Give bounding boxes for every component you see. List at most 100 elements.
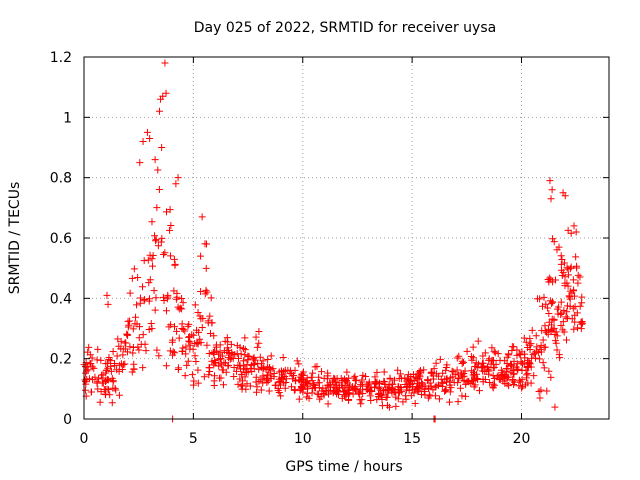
data-point: [550, 324, 558, 332]
data-point: [536, 394, 544, 402]
data-point: [559, 318, 567, 326]
data-point: [479, 352, 487, 360]
data-point: [470, 383, 478, 391]
data-point: [464, 377, 472, 385]
data-point: [563, 314, 571, 322]
data-point: [420, 366, 428, 374]
data-point: [448, 367, 456, 375]
data-point: [308, 377, 316, 385]
data-point: [203, 240, 210, 248]
data-point: [146, 134, 154, 142]
data-point: [202, 264, 210, 272]
data-point: [425, 391, 433, 399]
data-point: [157, 95, 165, 103]
data-point: [260, 374, 268, 382]
y-axis-label: SRMTID / TECUs: [7, 182, 23, 295]
data-point: [125, 321, 133, 329]
data-point: [409, 383, 417, 391]
data-point: [264, 371, 272, 379]
data-point: [204, 319, 212, 327]
data-point: [130, 360, 138, 368]
data-point: [237, 350, 245, 358]
data-point: [546, 274, 554, 282]
data-point: [267, 352, 275, 360]
data-point: [460, 358, 468, 366]
data-point: [504, 365, 512, 373]
data-point: [402, 386, 410, 394]
data-point: [533, 295, 541, 303]
data-point: [324, 383, 332, 391]
data-point: [154, 166, 162, 174]
data-point: [443, 361, 451, 369]
data-point: [196, 335, 204, 343]
data-point: [570, 325, 578, 333]
data-point: [164, 291, 172, 299]
data-point: [432, 382, 440, 390]
data-point: [351, 386, 359, 394]
data-point: [421, 382, 429, 390]
data-point: [230, 364, 238, 372]
data-point: [255, 339, 263, 347]
data-point: [490, 381, 498, 389]
x-tick-label: 10: [294, 431, 312, 447]
data-point: [410, 370, 418, 378]
data-point: [381, 381, 389, 389]
data-point: [529, 350, 537, 358]
data-point: [411, 399, 419, 407]
data-point: [237, 382, 245, 390]
data-point: [107, 362, 115, 370]
data-point: [524, 370, 532, 378]
data-point: [181, 372, 189, 380]
data-point: [313, 362, 321, 370]
data-point: [277, 392, 285, 400]
data-point: [533, 343, 541, 351]
data-point: [184, 357, 192, 365]
data-point: [236, 362, 244, 370]
data-point: [520, 334, 528, 342]
data-point: [119, 361, 127, 369]
data-point: [574, 324, 582, 332]
data-point: [480, 362, 488, 370]
data-point: [557, 298, 565, 306]
data-point: [577, 318, 585, 326]
data-point: [216, 354, 224, 362]
data-point: [538, 302, 546, 310]
data-point: [396, 370, 404, 378]
data-point: [515, 376, 523, 384]
data-point: [213, 347, 221, 355]
data-point: [236, 361, 244, 369]
data-point: [93, 356, 101, 364]
data-point: [155, 107, 163, 115]
data-point: [512, 363, 520, 371]
data-point: [152, 294, 160, 302]
data-point: [190, 377, 198, 385]
data-point: [280, 368, 288, 376]
data-point: [158, 234, 166, 242]
data-point: [108, 399, 116, 407]
data-point: [267, 375, 275, 383]
data-point: [539, 336, 547, 344]
data-point: [567, 263, 575, 271]
data-point: [166, 252, 174, 260]
data-point: [503, 359, 511, 367]
x-axis-label: GPS time / hours: [285, 459, 402, 475]
data-point: [510, 357, 518, 365]
data-point: [166, 226, 174, 234]
data-point: [136, 159, 144, 167]
data-point: [474, 337, 482, 345]
data-point: [192, 357, 200, 365]
data-point: [208, 357, 216, 365]
data-point: [401, 381, 409, 389]
data-point: [367, 397, 375, 405]
data-point: [139, 364, 147, 372]
data-point: [551, 403, 559, 411]
data-point: [107, 367, 115, 375]
data-point: [549, 235, 557, 243]
data-point: [193, 326, 201, 334]
data-point: [394, 366, 402, 374]
data-point: [373, 368, 381, 376]
data-point: [517, 378, 525, 386]
data-point: [331, 375, 339, 383]
data-point: [241, 351, 249, 359]
data-point: [194, 309, 202, 317]
